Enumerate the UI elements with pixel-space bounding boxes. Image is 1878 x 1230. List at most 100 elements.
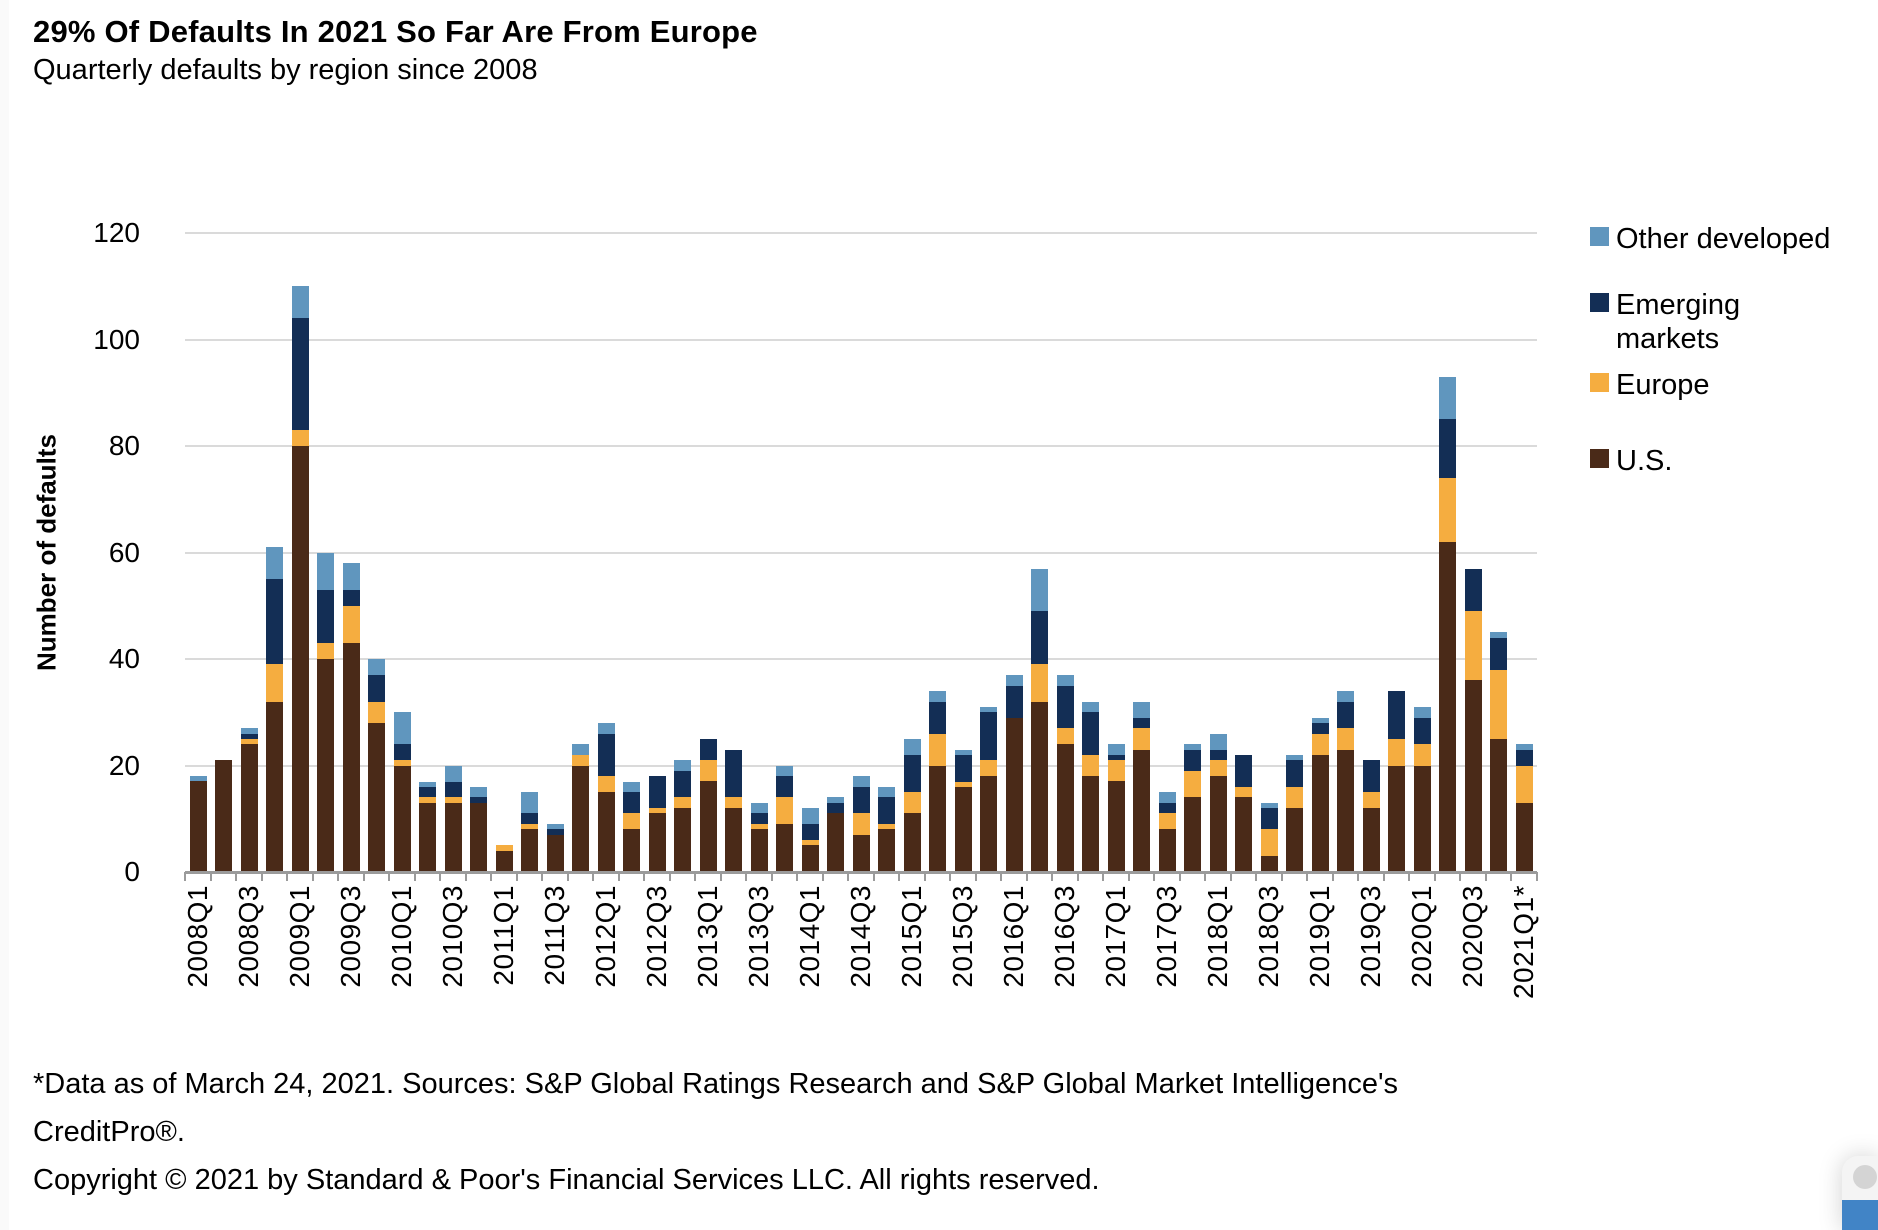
x-tick-label-2021Q1: 2021Q1* — [1508, 885, 1539, 1000]
x-axis-tick — [235, 872, 238, 881]
bar-segment-europe — [572, 754, 589, 766]
x-axis-tick — [821, 872, 824, 881]
bar-2016Q2 — [1031, 568, 1048, 872]
bar-segment-other-developed — [1005, 675, 1023, 686]
bar-2011Q4 — [572, 744, 589, 872]
x-axis-tick — [796, 872, 799, 881]
bar-segment-u-s- — [266, 701, 283, 872]
bar-2017Q1 — [1107, 744, 1125, 872]
x-axis-tick — [541, 872, 544, 881]
x-axis-tick — [923, 872, 926, 881]
bar-segment-emerging-markets — [1362, 760, 1380, 793]
bar-segment-europe — [266, 664, 283, 702]
bar-2018Q3 — [1260, 802, 1278, 872]
legend-label: Other developed — [1616, 223, 1831, 255]
bar-segment-europe — [1311, 733, 1329, 755]
bar-segment-europe — [929, 733, 946, 766]
bar-segment-other-developed — [189, 776, 207, 782]
bar-segment-europe — [1209, 760, 1227, 777]
bar-segment-u-s- — [1005, 717, 1023, 872]
bar-2012Q3 — [648, 776, 666, 872]
x-axis-tick — [1331, 872, 1334, 881]
x-tick-label-2017Q1: 2017Q1 — [1100, 885, 1131, 988]
y-tick-label-120: 120 — [93, 217, 140, 248]
widget-circle-icon — [1853, 1165, 1877, 1189]
x-tick-label-2014Q3: 2014Q3 — [845, 885, 876, 988]
bar-segment-other-developed — [470, 786, 487, 798]
bar-2008Q3 — [240, 728, 258, 872]
x-axis-tick — [1204, 872, 1207, 881]
x-axis-tick — [184, 872, 187, 881]
bar-segment-emerging-markets — [1133, 717, 1150, 729]
bar-segment-other-developed — [903, 738, 921, 755]
bar-2008Q1 — [189, 776, 207, 872]
legend-swatch-other-developed — [1590, 227, 1609, 246]
bar-segment-europe — [903, 792, 921, 814]
bar-segment-emerging-markets — [801, 824, 819, 841]
bar-segment-emerging-markets — [546, 829, 564, 835]
bar-segment-emerging-markets — [929, 701, 946, 734]
bar-segment-emerging-markets — [240, 733, 258, 739]
x-tick-label-2016Q3: 2016Q3 — [1049, 885, 1080, 988]
bar-segment-europe — [1286, 786, 1303, 809]
bar-segment-u-s- — [1362, 808, 1380, 872]
y-tick-label-100: 100 — [93, 323, 140, 355]
bar-segment-emerging-markets — [1158, 802, 1176, 814]
bar-segment-u-s- — [521, 829, 538, 872]
x-tick-label-2016Q1: 2016Q1 — [998, 885, 1029, 988]
x-axis-tick — [617, 872, 620, 881]
bar-segment-europe — [597, 776, 615, 793]
bar-segment-europe — [1056, 728, 1074, 745]
bar-segment-emerging-markets — [1260, 808, 1278, 830]
bar-segment-other-developed — [444, 765, 462, 782]
x-axis-tick — [1051, 872, 1054, 881]
bar-segment-emerging-markets — [776, 776, 793, 798]
bar-segment-europe — [1362, 792, 1380, 809]
bar-segment-emerging-markets — [954, 754, 972, 782]
x-axis-tick — [694, 872, 697, 881]
bar-segment-emerging-markets — [1056, 685, 1074, 729]
bar-segment-europe — [419, 797, 436, 803]
bar-segment-other-developed — [852, 776, 870, 787]
bar-segment-emerging-markets — [750, 813, 768, 825]
x-axis-tick — [388, 872, 391, 881]
bar-segment-other-developed — [1082, 701, 1099, 713]
legend-swatch-us — [1590, 449, 1609, 468]
bar-2009Q3 — [342, 563, 360, 872]
bar-segment-emerging-markets — [444, 781, 462, 798]
x-tick-label-2008Q3: 2008Q3 — [233, 885, 264, 988]
bar-2009Q2 — [317, 552, 334, 872]
bar-segment-other-developed — [801, 808, 819, 825]
bar-segment-u-s- — [597, 792, 615, 872]
legend-label: Europe — [1616, 369, 1710, 401]
bar-segment-emerging-markets — [1286, 760, 1303, 787]
x-tick-label-2014Q1: 2014Q1 — [794, 885, 825, 988]
bar-2016Q3 — [1056, 675, 1074, 872]
bar-2015Q4 — [980, 706, 997, 872]
x-axis-tick — [1484, 872, 1487, 881]
x-axis-tick — [260, 872, 263, 881]
widget-blue-section — [1842, 1200, 1878, 1230]
bar-2019Q4 — [1388, 690, 1405, 872]
gridline-120 — [185, 232, 1537, 234]
x-axis-tick — [1357, 872, 1360, 881]
legend-label: Emerging markets — [1616, 289, 1741, 355]
bar-2014Q4 — [878, 786, 895, 872]
x-axis-tick — [515, 872, 518, 881]
bar-segment-europe — [495, 845, 513, 851]
bar-segment-u-s- — [674, 808, 691, 872]
bar-segment-other-developed — [776, 765, 793, 777]
bar-segment-other-developed — [1337, 690, 1354, 702]
legend-swatch-emerging-markets — [1590, 293, 1609, 312]
bar-segment-emerging-markets — [393, 744, 411, 761]
bar-segment-emerging-markets — [1005, 685, 1023, 718]
bar-segment-u-s- — [1133, 749, 1150, 872]
bar-2010Q2 — [419, 781, 436, 872]
bar-2020Q4 — [1490, 632, 1507, 872]
floating-widget[interactable] — [1842, 1156, 1878, 1230]
bar-segment-u-s- — [1209, 776, 1227, 872]
bar-segment-u-s- — [801, 845, 819, 872]
bar-segment-other-developed — [1311, 717, 1329, 723]
gridline-20 — [185, 764, 1537, 767]
x-tick-label-2013Q3: 2013Q3 — [743, 885, 774, 988]
